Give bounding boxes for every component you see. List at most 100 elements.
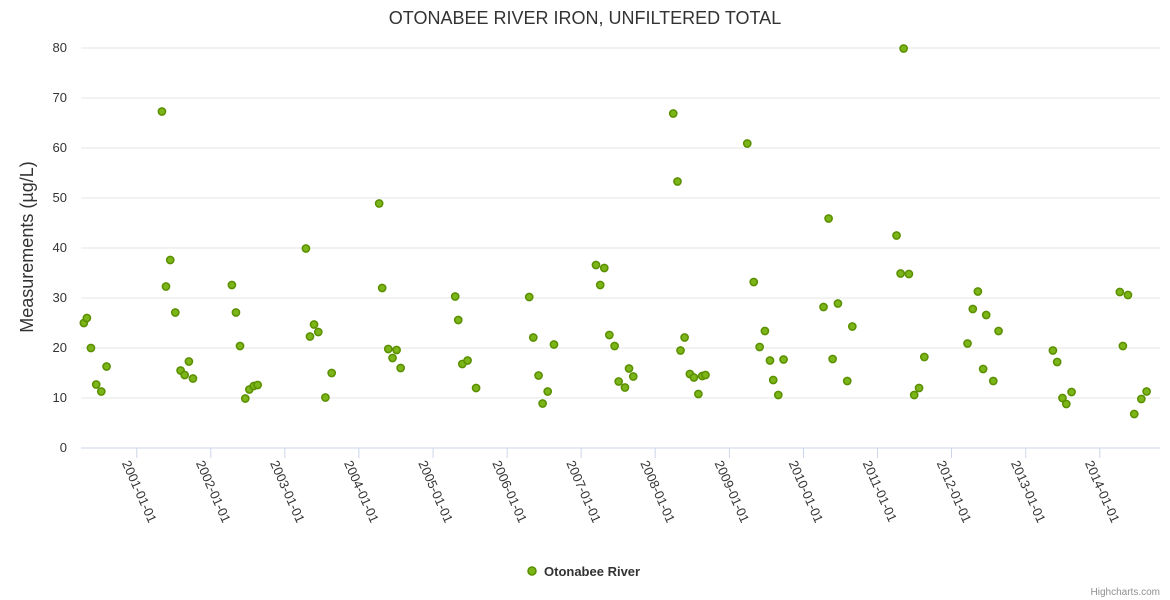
data-point[interactable] [742,139,752,148]
data-point[interactable] [914,383,924,393]
data-point[interactable] [305,332,315,341]
data-point[interactable] [896,269,905,278]
data-point[interactable] [227,280,237,290]
y-tick-label: 70 [53,90,67,105]
data-point[interactable] [450,292,460,301]
data-point[interactable] [963,339,972,348]
data-point[interactable] [1118,341,1128,351]
data-point[interactable] [749,277,759,287]
data-point[interactable] [694,389,703,399]
data-point[interactable] [981,310,991,320]
data-point[interactable] [374,199,384,208]
legend[interactable]: Otonabee River [527,564,640,579]
data-point[interactable] [321,393,330,402]
data-point[interactable] [968,304,978,314]
data-point[interactable] [96,387,106,396]
data-point[interactable] [184,357,194,366]
data-point[interactable] [1048,346,1058,355]
data-point[interactable] [847,322,857,331]
data-point[interactable] [301,244,311,253]
data-point[interactable] [1067,387,1076,397]
data-point[interactable] [170,308,180,317]
data-point[interactable] [828,354,837,364]
data-point[interactable] [86,343,96,353]
data-point[interactable] [377,283,387,293]
data-point[interactable] [392,345,401,355]
data-point[interactable] [988,376,998,386]
data-point[interactable] [673,177,682,186]
data-point[interactable] [528,333,538,342]
data-point[interactable] [676,346,685,355]
data-point[interactable] [768,375,778,385]
data-point[interactable] [909,390,919,400]
data-point[interactable] [388,353,397,363]
data-point[interactable] [624,364,634,373]
data-point[interactable] [824,214,833,223]
data-point[interactable] [899,44,908,53]
legend-item-otonabee-river[interactable]: Otonabee River [544,564,640,579]
data-point[interactable] [819,302,828,312]
data-point[interactable] [534,371,543,380]
data-point[interactable] [102,362,111,371]
data-point[interactable] [543,387,553,396]
data-point[interactable] [313,327,323,337]
data-point[interactable] [240,394,250,403]
data-point[interactable] [231,308,241,317]
credits-link[interactable]: Highcharts.com [1091,587,1160,598]
data-point[interactable] [620,383,630,392]
series-otonabee-river[interactable] [79,44,1151,419]
data-point[interactable] [599,263,609,273]
data-point[interactable] [614,377,624,386]
data-point[interactable] [591,260,601,270]
data-point[interactable] [1061,399,1071,409]
data-point[interactable] [91,380,101,389]
data-point[interactable] [919,352,929,362]
data-point[interactable] [604,330,614,340]
data-point[interactable] [161,282,171,291]
data-point[interactable] [1115,287,1125,297]
data-point[interactable] [680,333,689,342]
data-point[interactable] [165,255,175,265]
data-point[interactable] [309,320,319,329]
data-point[interactable] [904,269,914,279]
data-point[interactable] [842,376,852,386]
data-point[interactable] [668,109,678,118]
data-point[interactable] [524,292,534,302]
data-point[interactable] [765,356,775,365]
data-point[interactable] [471,383,481,393]
data-point[interactable] [453,315,463,325]
data-point[interactable] [628,372,638,381]
data-point[interactable] [994,326,1003,336]
data-point[interactable] [463,356,472,365]
data-point[interactable] [833,299,843,308]
data-point[interactable] [235,341,245,351]
data-point[interactable] [595,280,605,290]
data-point[interactable] [1123,290,1133,300]
data-point[interactable] [82,313,92,323]
data-point[interactable] [1058,393,1067,403]
data-point[interactable] [1129,409,1139,419]
data-point[interactable] [383,344,393,354]
data-point[interactable] [755,342,764,352]
data-point[interactable] [157,107,167,116]
data-point[interactable] [610,341,619,351]
data-point[interactable] [549,340,559,349]
data-point[interactable] [327,368,337,378]
data-point[interactable] [773,390,783,400]
y-tick-label: 40 [53,240,67,255]
data-point[interactable] [779,355,788,364]
data-point[interactable] [892,231,901,240]
data-point[interactable] [1142,387,1151,396]
data-point[interactable] [253,380,263,390]
data-point[interactable] [760,326,770,336]
data-point[interactable] [180,370,189,380]
data-point[interactable] [978,364,988,374]
data-point[interactable] [701,370,710,380]
data-point[interactable] [538,399,547,408]
data-point[interactable] [396,363,405,373]
data-point[interactable] [1136,394,1146,404]
data-point[interactable] [689,373,699,382]
data-point[interactable] [188,374,198,383]
data-point[interactable] [1052,357,1062,367]
data-point[interactable] [973,287,983,296]
